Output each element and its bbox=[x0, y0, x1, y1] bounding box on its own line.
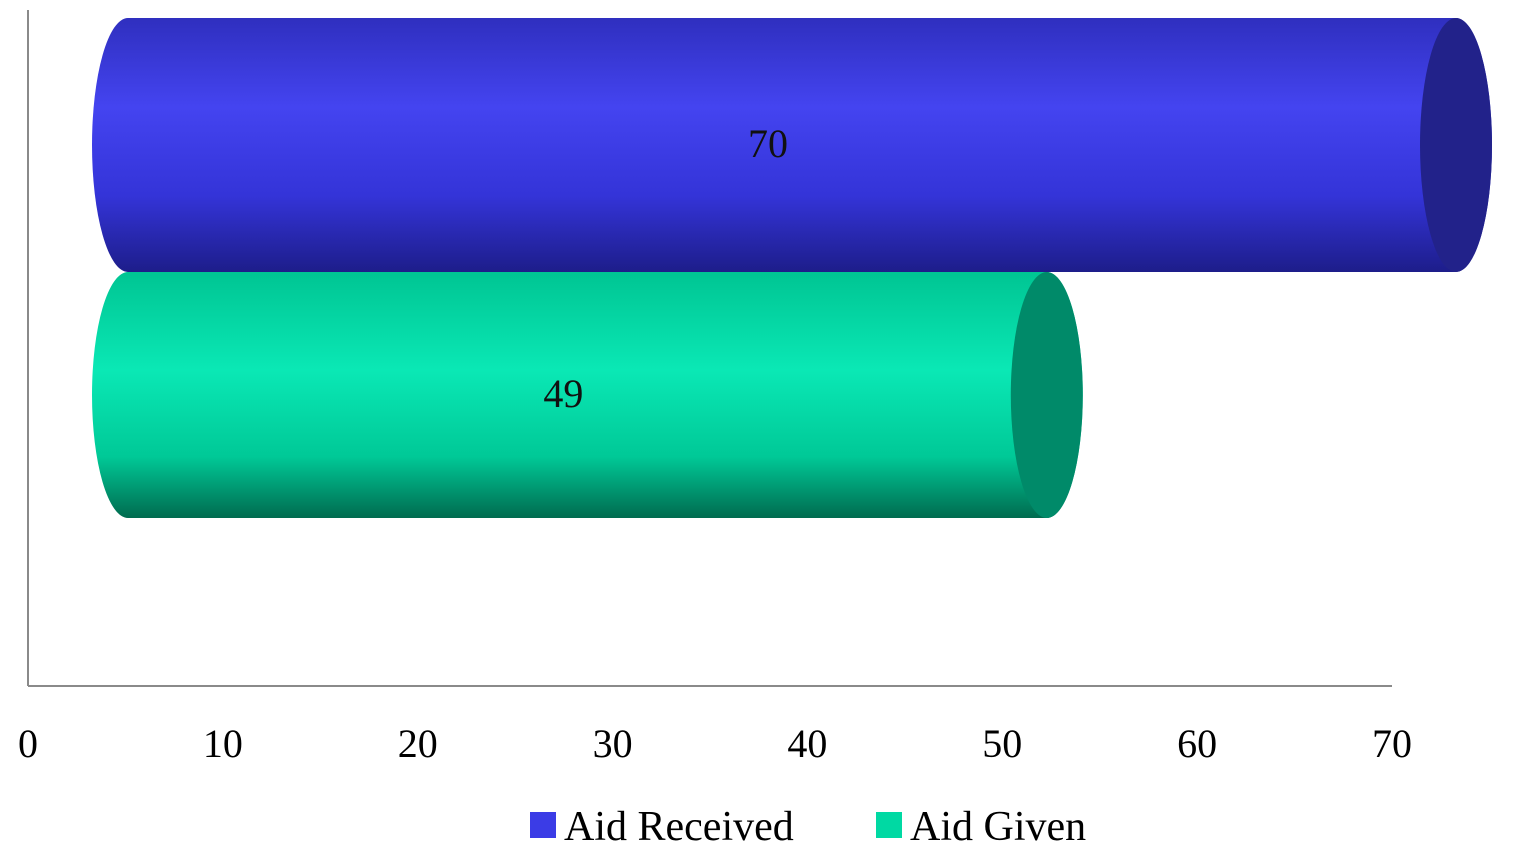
x-tick-label-60: 60 bbox=[1177, 721, 1217, 766]
x-tick-label-0: 0 bbox=[18, 721, 38, 766]
bars-group bbox=[92, 18, 1492, 518]
x-tick-label-30: 30 bbox=[593, 721, 633, 766]
bar-aid-received bbox=[92, 18, 1492, 272]
legend-swatch-aid-received bbox=[530, 812, 556, 838]
x-tick-label-20: 20 bbox=[398, 721, 438, 766]
x-tick-labels: 0 10 20 30 40 50 60 70 bbox=[18, 721, 1412, 766]
legend-label-aid-given: Aid Given bbox=[910, 804, 1086, 848]
data-label-aid-received: 70 bbox=[748, 121, 788, 166]
bar-end-cap-1 bbox=[1010, 272, 1083, 518]
legend-label-aid-received: Aid Received bbox=[564, 804, 794, 848]
legend-swatch-aid-given bbox=[876, 812, 902, 838]
bar-body-1 bbox=[92, 272, 1083, 518]
bar-aid-given bbox=[92, 272, 1083, 518]
data-labels-group: 70 49 bbox=[543, 121, 788, 416]
x-tick-label-70: 70 bbox=[1372, 721, 1412, 766]
x-tick-label-50: 50 bbox=[982, 721, 1022, 766]
legend-item-aid-received: Aid Received bbox=[530, 804, 794, 848]
x-tick-label-40: 40 bbox=[787, 721, 827, 766]
legend-item-aid-given: Aid Given bbox=[876, 804, 1086, 848]
x-tick-label-10: 10 bbox=[203, 721, 243, 766]
bar-end-cap-0 bbox=[1420, 18, 1492, 272]
data-label-aid-given: 49 bbox=[543, 371, 583, 416]
bar-body-0 bbox=[92, 18, 1492, 272]
legend: Aid Received Aid Given bbox=[530, 804, 1086, 848]
